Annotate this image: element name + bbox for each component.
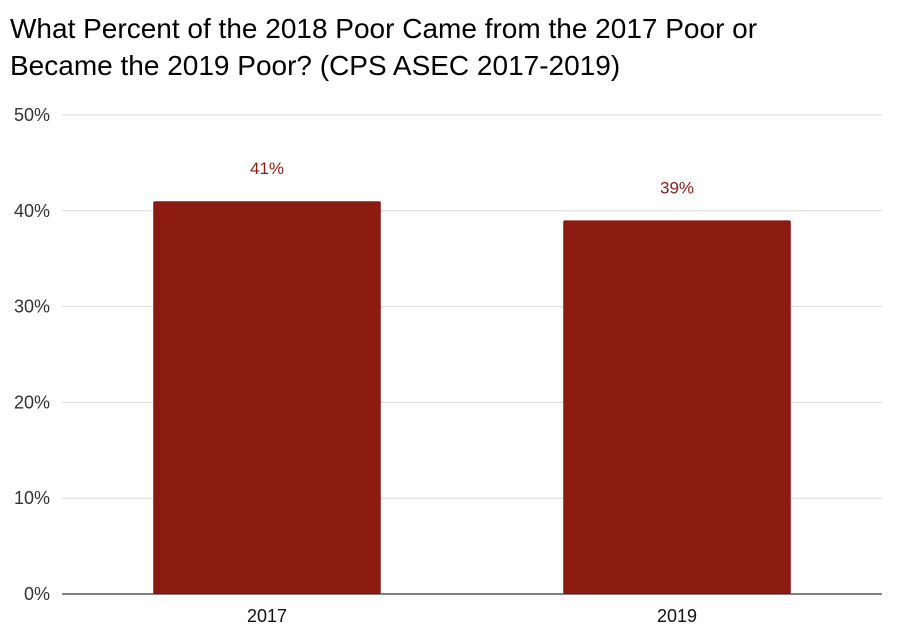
- y-tick-label-3: 30%: [14, 297, 50, 317]
- bar-2017: [153, 201, 381, 594]
- data-label-2017: 41%: [250, 159, 284, 178]
- x-category-label-2017: 2017: [247, 606, 287, 626]
- y-tick-label-5: 50%: [14, 105, 50, 125]
- y-tick-label-2: 20%: [14, 392, 50, 412]
- y-tick-label-0: 0%: [24, 584, 50, 604]
- chart-title-line-1: What Percent of the 2018 Poor Came from …: [10, 13, 757, 44]
- x-category-label-2019: 2019: [657, 606, 697, 626]
- bar-2019: [563, 220, 791, 594]
- y-tick-label-1: 10%: [14, 488, 50, 508]
- data-labels: 41% 39%: [250, 159, 694, 197]
- data-label-2019: 39%: [660, 178, 694, 197]
- x-axis-category-labels: 2017 2019: [247, 606, 697, 626]
- y-axis-tick-labels: 0% 10% 20% 30% 40% 50%: [14, 105, 50, 604]
- y-tick-label-4: 40%: [14, 201, 50, 221]
- bars: [153, 201, 791, 594]
- chart-title-line-2: Became the 2019 Poor? (CPS ASEC 2017-201…: [10, 50, 620, 81]
